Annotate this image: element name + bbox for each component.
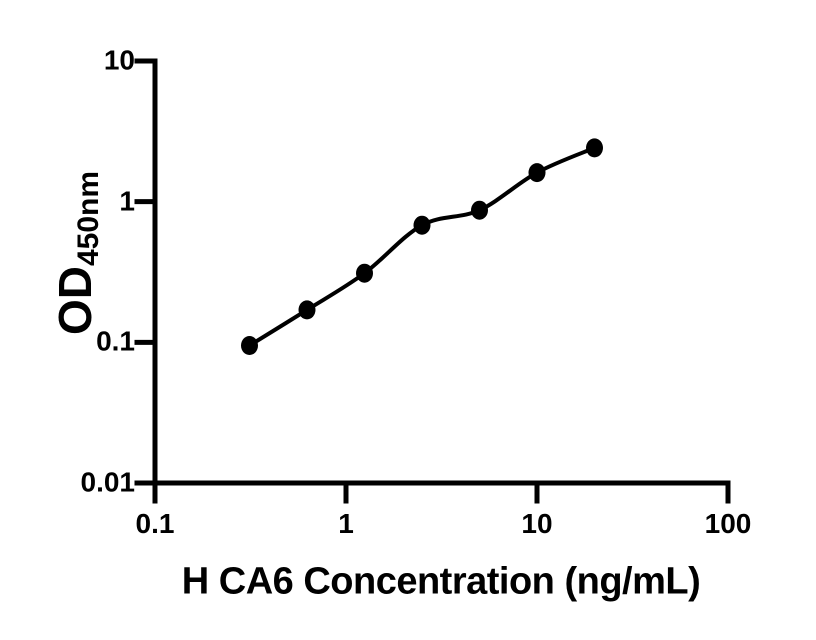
data-point-marker — [413, 215, 431, 235]
y-tick-label: 10 — [103, 44, 135, 76]
data-point-marker — [298, 300, 316, 320]
x-tick-label: 0.1 — [135, 508, 175, 539]
y-tick-label: 1 — [119, 185, 135, 217]
data-point-marker — [586, 138, 603, 158]
y-axis-title-main: OD — [49, 266, 101, 336]
x-tick-label: 100 — [704, 508, 752, 539]
y-axis-title-subscript: 450nm — [72, 170, 105, 267]
data-point-marker — [241, 336, 258, 355]
x-axis-title: H CA6 Concentration (ng/mL) — [181, 560, 701, 603]
axes — [152, 58, 731, 486]
data-point-marker — [356, 263, 373, 283]
data-point-marker — [528, 163, 546, 183]
x-tick-label: 10 — [521, 508, 553, 539]
y-tick-label: 0.01 — [80, 466, 136, 498]
x-tick-label: 1 — [338, 508, 354, 539]
data-point-marker — [471, 200, 488, 220]
y-tick-label: 0.1 — [96, 325, 135, 357]
